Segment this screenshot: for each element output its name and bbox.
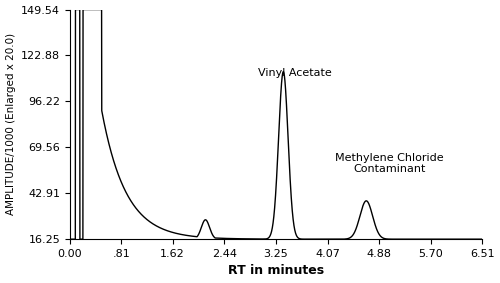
Y-axis label: AMPLITUDE/1000 (Enlarged x 20.0): AMPLITUDE/1000 (Enlarged x 20.0) (6, 33, 16, 215)
Text: Vinyl Acetate: Vinyl Acetate (258, 68, 332, 78)
Text: Methylene Chloride
Contaminant: Methylene Chloride Contaminant (336, 153, 444, 174)
X-axis label: RT in minutes: RT in minutes (228, 264, 324, 277)
